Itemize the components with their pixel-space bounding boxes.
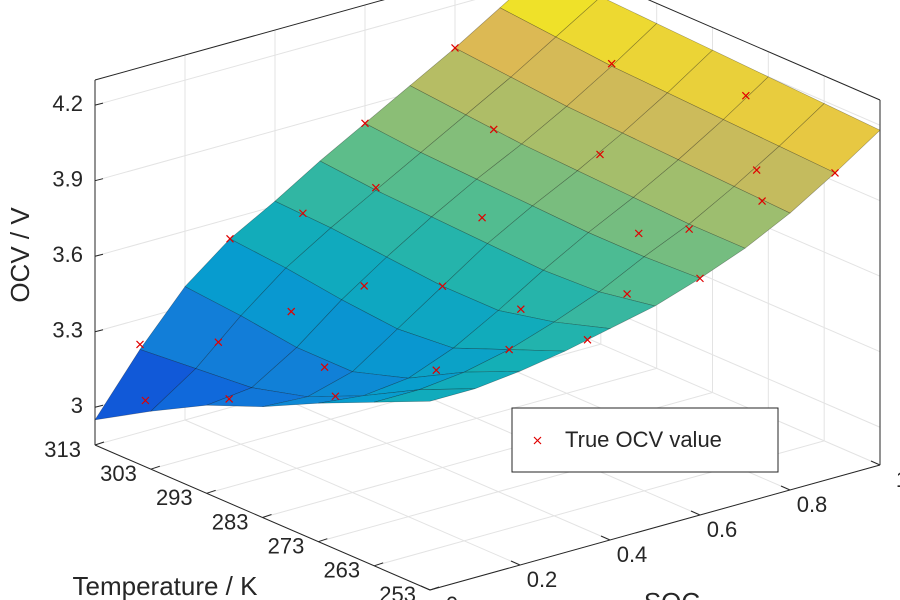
y-axis-label: Temperature / K bbox=[73, 571, 259, 600]
scatter-point bbox=[361, 119, 369, 128]
scatter-point bbox=[136, 340, 144, 349]
x-tick-label: 0.4 bbox=[617, 542, 648, 567]
z-tick-label: 3.9 bbox=[52, 167, 83, 192]
tick-mark bbox=[94, 253, 104, 257]
tick-mark bbox=[94, 441, 105, 446]
scatter-point bbox=[741, 91, 750, 100]
scatter-point bbox=[371, 183, 380, 192]
legend: True OCV value bbox=[511, 407, 779, 473]
surface-patch bbox=[374, 388, 476, 403]
scatter-point bbox=[685, 225, 694, 234]
scatter-point bbox=[320, 363, 329, 372]
tick-mark bbox=[870, 460, 881, 466]
scatter-point bbox=[623, 289, 632, 298]
surface-patch bbox=[632, 159, 735, 225]
x-tick-label: 0.6 bbox=[707, 517, 738, 542]
y-tick-label: 263 bbox=[323, 558, 360, 583]
tick-mark bbox=[94, 102, 104, 106]
scatter-point bbox=[287, 307, 296, 316]
axis-line bbox=[94, 0, 385, 81]
scatter-point bbox=[214, 338, 223, 347]
grid-line bbox=[374, 75, 825, 567]
scatter-point bbox=[583, 335, 592, 344]
scatter-point bbox=[141, 396, 150, 405]
z-tick-label: 4.2 bbox=[52, 91, 83, 116]
x-axis-label: SOC bbox=[644, 587, 700, 600]
scatter-point bbox=[225, 395, 234, 403]
scatter-point bbox=[360, 282, 369, 290]
tick-mark bbox=[374, 562, 384, 567]
surface-patch bbox=[677, 119, 780, 187]
scatter-point bbox=[478, 213, 487, 222]
surface bbox=[94, 0, 881, 421]
surface-patch bbox=[149, 368, 253, 412]
scatter-point bbox=[634, 229, 643, 238]
surface-patch bbox=[285, 227, 388, 301]
scatter-point bbox=[451, 44, 459, 52]
x-tick-label: 0.2 bbox=[527, 567, 558, 592]
y-tick-label: 303 bbox=[100, 461, 137, 486]
surface-patch bbox=[318, 389, 420, 404]
surface-patch bbox=[351, 328, 455, 379]
z-axis-label: OCV / V bbox=[5, 207, 35, 303]
tick-mark bbox=[206, 489, 216, 494]
surface-patch bbox=[341, 256, 444, 330]
scatter-point bbox=[696, 274, 704, 283]
tick-mark bbox=[94, 404, 104, 408]
z-tick-label: 3 bbox=[71, 393, 83, 418]
tick-mark bbox=[150, 465, 160, 470]
tick-mark bbox=[262, 514, 272, 518]
scatter-point bbox=[432, 366, 441, 375]
scatter-point bbox=[505, 345, 514, 354]
scatter-point bbox=[607, 59, 616, 68]
y-tick-label: 283 bbox=[212, 509, 249, 534]
x-tick-label: 0.8 bbox=[797, 492, 828, 517]
legend-label: True OCV value bbox=[565, 427, 722, 452]
legend-marker bbox=[533, 436, 542, 445]
tick-mark bbox=[510, 560, 521, 566]
surface-patch bbox=[598, 256, 701, 307]
surface-patch bbox=[195, 315, 298, 389]
axis-line bbox=[647, 0, 881, 101]
scatter-point bbox=[758, 197, 767, 205]
scatter-point bbox=[831, 168, 839, 177]
scatter-point bbox=[489, 125, 498, 134]
scatter-point bbox=[226, 234, 234, 243]
x-tick-label: 1 bbox=[896, 467, 900, 492]
tick-mark bbox=[600, 535, 611, 541]
z-tick-label: 3.3 bbox=[52, 318, 83, 343]
scatter-series bbox=[136, 44, 839, 405]
y-tick-label: 253 bbox=[379, 582, 416, 600]
tick-mark bbox=[690, 510, 701, 516]
tick-mark bbox=[318, 538, 328, 543]
z-tick-label: 3.6 bbox=[52, 242, 83, 267]
scatter-point bbox=[331, 392, 340, 401]
scatter-point bbox=[516, 305, 525, 314]
tick-mark bbox=[429, 586, 440, 591]
tick-mark bbox=[94, 329, 104, 333]
scatter-point bbox=[438, 282, 447, 291]
scatter-point bbox=[596, 150, 604, 159]
scatter-point bbox=[752, 166, 761, 175]
x-tick-label: 0 bbox=[446, 592, 458, 600]
y-tick-label: 293 bbox=[156, 485, 193, 510]
tick-mark bbox=[780, 485, 791, 491]
scatter-point bbox=[298, 209, 307, 218]
y-tick-label: 313 bbox=[44, 437, 81, 462]
surface-patch bbox=[643, 223, 746, 279]
legend-box bbox=[511, 407, 779, 473]
tick-mark bbox=[420, 585, 431, 591]
axis-line bbox=[429, 464, 881, 591]
y-tick-label: 273 bbox=[268, 533, 305, 558]
tick-mark bbox=[94, 178, 104, 182]
